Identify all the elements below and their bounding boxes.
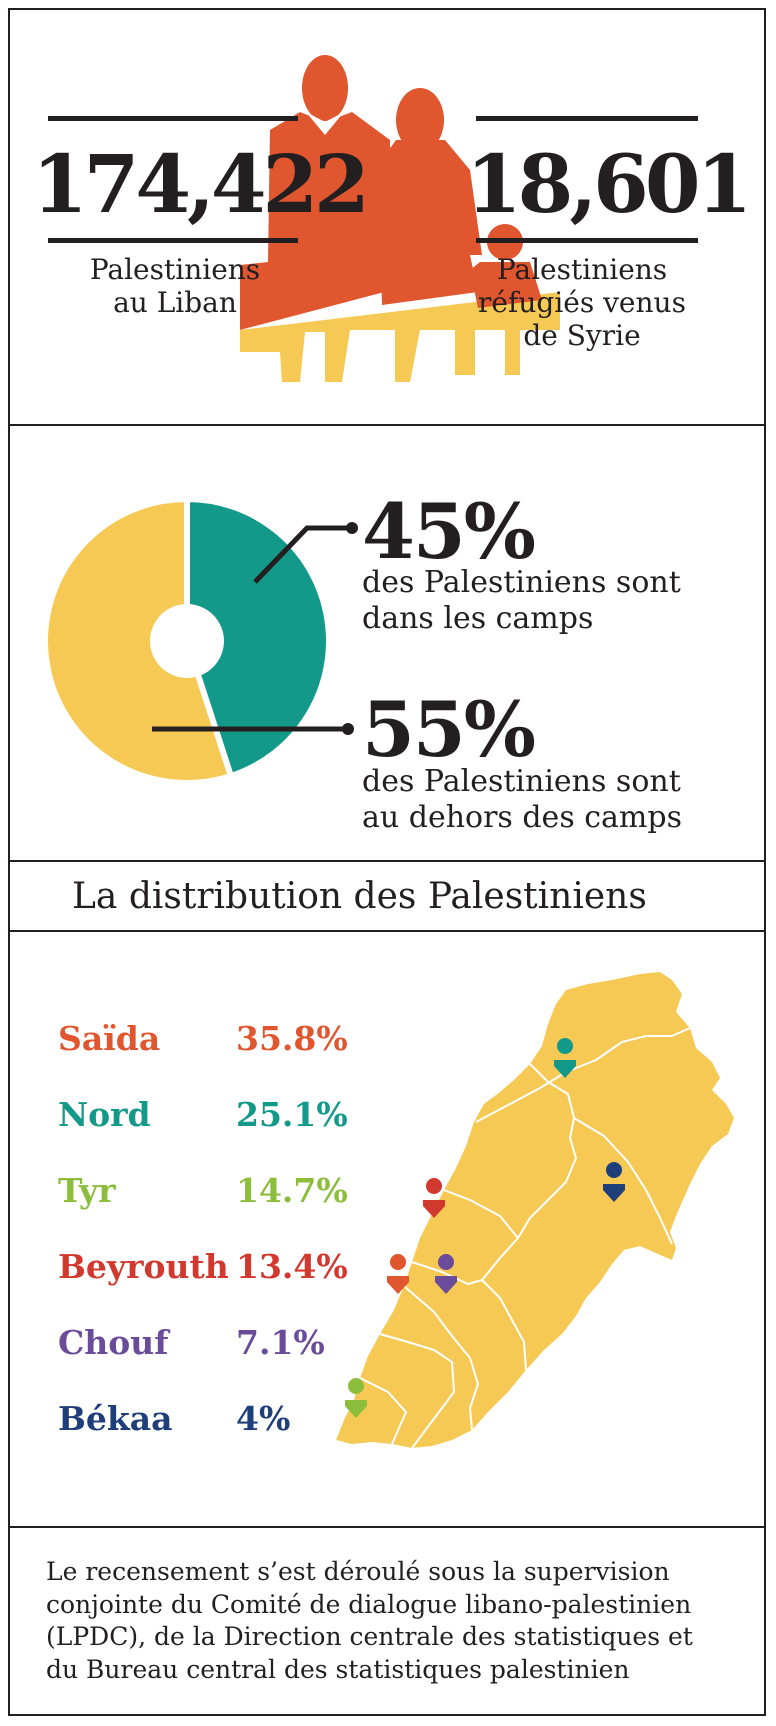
stat-left-value: 174,422 (32, 137, 370, 231)
top-rule-left (48, 116, 298, 121)
region-value: 7.1% (236, 1323, 325, 1362)
divider (8, 424, 766, 426)
divider (8, 930, 766, 932)
leader-dot-outside (342, 723, 354, 735)
stat-right-value: 18,601 (466, 137, 752, 231)
pct-desc-inside: des Palestiniens sont dans les camps (362, 565, 681, 637)
region-value: 4% (236, 1399, 291, 1438)
stat-left-caption-line: Palestiniens (89, 253, 261, 286)
region-value: 13.4% (236, 1247, 348, 1286)
region-value: 35.8% (236, 1019, 348, 1058)
region-value: 25.1% (236, 1095, 348, 1134)
stat-left-caption: Palestiniens au Liban (60, 253, 290, 320)
bottom-rule-right (476, 238, 698, 243)
donut-slice-inside (184, 495, 332, 780)
region-name: Tyr (58, 1171, 116, 1210)
region-name: Saïda (58, 1019, 161, 1058)
stat-right-caption-line: Palestiniens (496, 253, 668, 286)
bottom-rule-left (48, 238, 298, 243)
pct-desc-line: dans les camps (362, 601, 594, 636)
lebanon-map-shape (336, 972, 734, 1448)
stat-right-caption: Palestiniens réfugiés venus de Syrie (462, 253, 702, 352)
top-rule-right (476, 116, 698, 121)
pct-desc-line: des Palestiniens sont (362, 565, 681, 600)
distribution-title: La distribution des Palestiniens (72, 876, 647, 917)
leader-dot-inside (346, 522, 358, 534)
donut-slice-outside (42, 495, 235, 786)
map-pin-icon (345, 1378, 367, 1418)
map-pin-icon (423, 1178, 445, 1218)
pct-desc-outside: des Palestiniens sont au dehors des camp… (362, 764, 682, 836)
infographic-frame (8, 8, 766, 1716)
stat-right-caption-line: de Syrie (523, 318, 641, 352)
region-name: Békaa (58, 1399, 173, 1438)
region-value: 14.7% (236, 1171, 348, 1210)
map-pin-icon (387, 1254, 409, 1294)
donut-hole (150, 604, 224, 678)
footnote: Le recensement s’est déroulé sous la sup… (46, 1556, 746, 1686)
region-name: Chouf (58, 1323, 169, 1362)
map-pin-icon (554, 1038, 576, 1078)
camps-donut-chart (42, 495, 358, 786)
pct-label-outside: 55% (362, 685, 536, 774)
lebanon-map (336, 972, 734, 1449)
footnote-line: conjointe du Comité de dialogue libano-p… (46, 1589, 692, 1619)
family-illustration (240, 55, 560, 382)
divider (8, 860, 766, 862)
leader-line-inside (253, 525, 352, 584)
footnote-line: Le recensement s’est déroulé sous la sup… (46, 1557, 670, 1586)
pct-desc-line: des Palestiniens sont (362, 764, 681, 799)
pct-desc-line: au dehors des camps (362, 800, 682, 835)
pct-label-inside: 45% (362, 487, 536, 576)
divider (8, 1526, 766, 1528)
region-name: Nord (58, 1095, 151, 1134)
map-pin-icon (435, 1254, 457, 1294)
region-name: Beyrouth (58, 1247, 229, 1286)
footnote-line: (LPDC), de la Direction centrale des sta… (46, 1622, 693, 1651)
stat-left-caption-line: au Liban (113, 285, 237, 319)
stat-right-caption-line: réfugiés venus (478, 285, 686, 319)
footnote-line: du Bureau central des statistiques pales… (46, 1654, 630, 1684)
map-pin-icon (603, 1162, 625, 1202)
